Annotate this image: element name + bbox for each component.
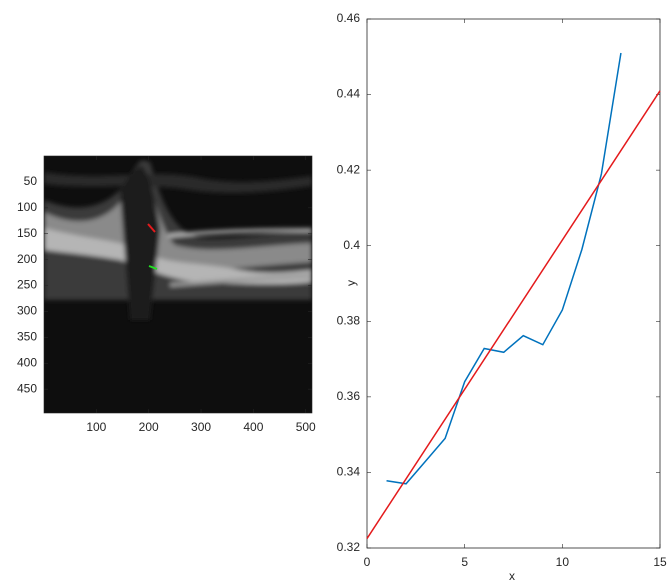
x-tick-label: 200	[139, 420, 159, 434]
plot-frame	[366, 18, 661, 549]
y-tick-label: 100	[17, 200, 37, 214]
y-tick-label: 200	[17, 252, 37, 266]
x-tick-label: 15	[653, 555, 667, 569]
y-tick-label: 0.44	[337, 87, 361, 101]
x-tick-label: 0	[364, 555, 371, 569]
x-tick-label: 500	[296, 420, 316, 434]
y-axis-label: y	[344, 280, 358, 286]
y-tick-label: 0.36	[337, 389, 361, 403]
y-tick-label: 50	[24, 174, 38, 188]
y-tick-label: 350	[17, 330, 37, 344]
y-tick-label: 300	[17, 304, 37, 318]
y-tick-label: 400	[17, 355, 37, 369]
x-tick-label: 400	[243, 420, 263, 434]
data-line	[366, 90, 661, 539]
x-tick-label: 100	[86, 420, 106, 434]
y-tick-label: 0.38	[337, 313, 361, 327]
y-tick-label: 250	[17, 278, 37, 292]
x-axis-label: x	[509, 569, 515, 582]
y-tick-label: 0.42	[337, 162, 361, 176]
x-tick-label: 5	[461, 555, 468, 569]
image-frame	[43, 155, 313, 414]
y-tick-label: 0.4	[343, 238, 360, 252]
y-tick-label: 0.32	[337, 540, 361, 554]
x-tick-label: 300	[191, 420, 211, 434]
y-tick-label: 150	[17, 226, 37, 240]
oct-image	[44, 156, 312, 413]
y-tick-label: 0.46	[337, 11, 361, 25]
y-tick-label: 0.34	[337, 465, 361, 479]
x-tick-label: 10	[556, 555, 570, 569]
data-line	[386, 52, 622, 485]
y-tick-label: 450	[17, 381, 37, 395]
